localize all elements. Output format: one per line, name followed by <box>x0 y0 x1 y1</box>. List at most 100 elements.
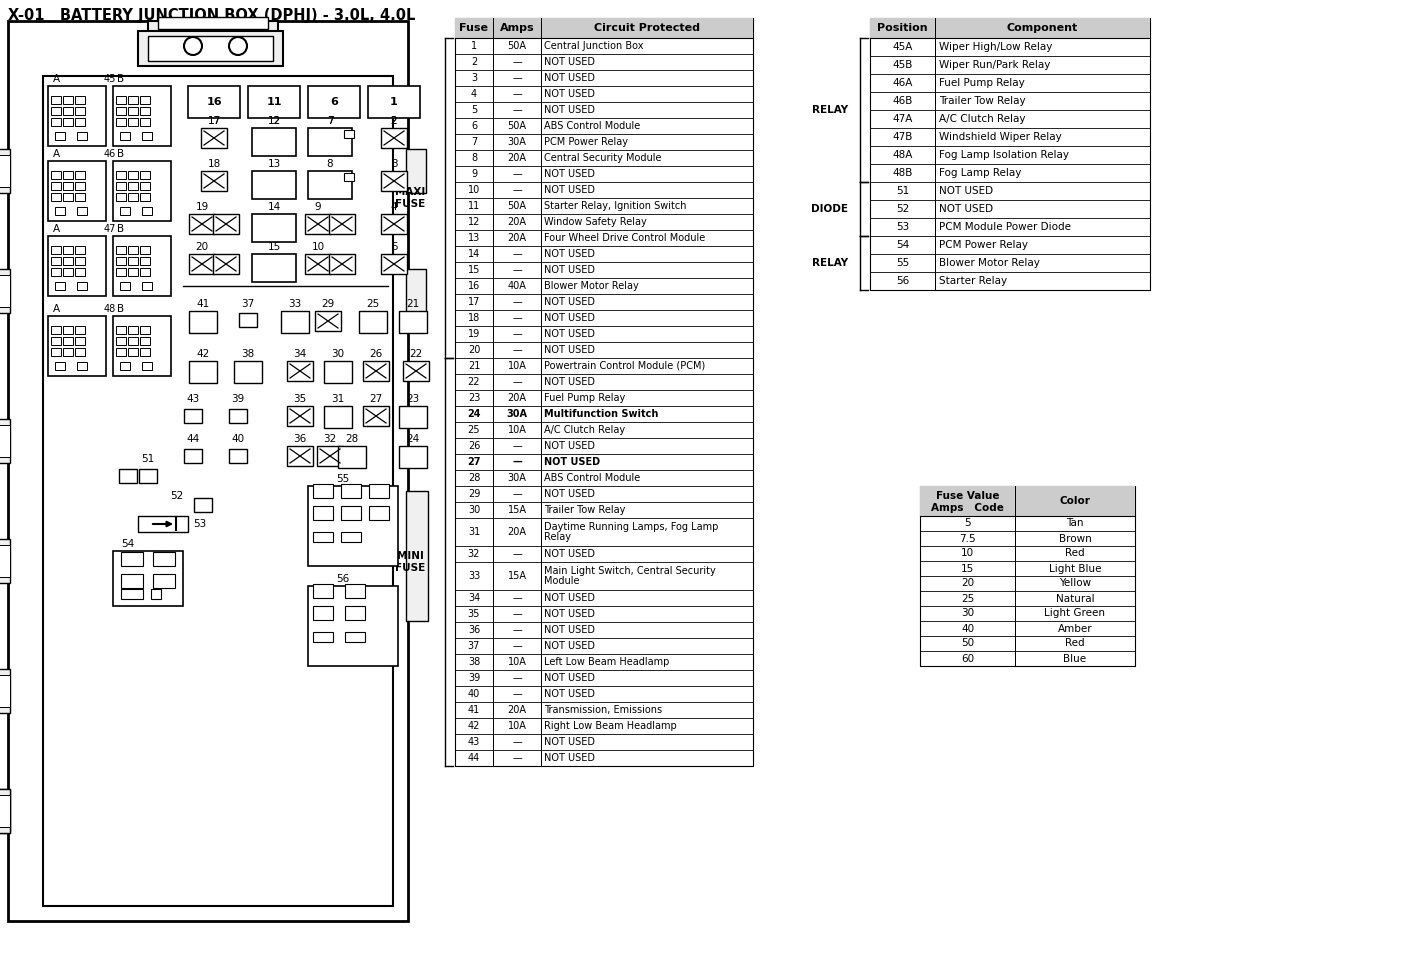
Text: 15A: 15A <box>507 571 527 581</box>
Text: 8: 8 <box>471 153 477 163</box>
Bar <box>399 311 427 333</box>
Bar <box>239 313 256 327</box>
Text: NOT USED: NOT USED <box>544 265 595 275</box>
Bar <box>359 311 387 333</box>
Text: Left Low Beam Headlamp: Left Low Beam Headlamp <box>544 657 669 667</box>
Text: A/C Clutch Relay: A/C Clutch Relay <box>938 114 1025 124</box>
Text: 13: 13 <box>468 233 480 243</box>
Bar <box>325 406 352 428</box>
Text: 16: 16 <box>206 97 222 107</box>
Text: 48B: 48B <box>893 168 913 178</box>
Bar <box>920 486 1135 666</box>
Text: —: — <box>513 737 521 747</box>
Bar <box>184 449 202 463</box>
Text: 37: 37 <box>242 299 255 309</box>
Text: NOT USED: NOT USED <box>544 329 595 339</box>
Bar <box>128 182 138 190</box>
Bar <box>403 361 429 381</box>
Text: PCM Power Relay: PCM Power Relay <box>938 240 1028 250</box>
Bar <box>382 171 407 191</box>
Text: 37: 37 <box>468 641 480 651</box>
Bar <box>0 419 10 463</box>
Text: RELAY: RELAY <box>812 258 849 268</box>
Bar <box>75 348 85 356</box>
Bar <box>305 214 330 234</box>
Text: NOT USED: NOT USED <box>544 457 600 467</box>
Bar <box>234 361 262 383</box>
Bar <box>920 486 1135 516</box>
Bar <box>201 128 226 148</box>
Text: 25: 25 <box>366 299 380 309</box>
Bar <box>75 326 85 334</box>
Bar <box>115 337 125 345</box>
Bar <box>140 337 150 345</box>
Bar <box>382 214 407 234</box>
Text: 40: 40 <box>232 434 245 444</box>
Bar <box>140 171 150 179</box>
Bar <box>329 214 355 234</box>
Text: —: — <box>513 609 521 619</box>
Bar <box>0 269 10 313</box>
Bar <box>63 246 73 254</box>
Text: 29: 29 <box>322 299 335 309</box>
Bar <box>112 236 171 296</box>
Text: 30: 30 <box>468 505 480 515</box>
Bar <box>128 193 138 201</box>
Bar <box>51 193 61 201</box>
Text: NOT USED: NOT USED <box>544 169 595 179</box>
Bar <box>63 326 73 334</box>
Text: A: A <box>53 149 60 159</box>
Text: NOT USED: NOT USED <box>544 737 595 747</box>
Bar <box>189 361 216 383</box>
Bar <box>112 161 171 221</box>
Text: 10A: 10A <box>507 361 527 371</box>
Bar <box>115 171 125 179</box>
Text: 33: 33 <box>289 299 302 309</box>
Bar <box>345 130 355 138</box>
Text: 35: 35 <box>468 609 480 619</box>
Text: 35: 35 <box>293 394 306 404</box>
Text: NOT USED: NOT USED <box>544 377 595 387</box>
Bar <box>0 545 10 577</box>
Text: A: A <box>53 224 60 234</box>
Text: 33: 33 <box>468 571 480 581</box>
Bar <box>318 446 343 466</box>
Bar <box>382 128 407 148</box>
Text: —: — <box>513 313 521 323</box>
Text: 27: 27 <box>369 394 383 404</box>
Text: A/C Clutch Relay: A/C Clutch Relay <box>544 425 625 435</box>
Text: 52: 52 <box>896 204 909 214</box>
Bar <box>140 193 150 201</box>
Bar <box>252 214 296 242</box>
Bar <box>406 269 426 313</box>
Bar <box>288 361 313 381</box>
Text: NOT USED: NOT USED <box>544 57 595 67</box>
Text: 18: 18 <box>208 159 221 169</box>
Text: 52: 52 <box>169 491 184 501</box>
Text: Transmission, Emissions: Transmission, Emissions <box>544 705 662 715</box>
Text: Multifunction Switch: Multifunction Switch <box>544 409 658 419</box>
Bar <box>281 311 309 333</box>
Bar <box>56 207 66 215</box>
Bar <box>77 207 87 215</box>
Bar <box>43 76 393 906</box>
Bar <box>313 584 333 598</box>
Bar <box>0 789 10 833</box>
Bar <box>158 17 268 29</box>
Bar <box>337 446 366 468</box>
Text: ABS Control Module: ABS Control Module <box>544 473 641 483</box>
Bar <box>345 632 365 642</box>
Text: NOT USED: NOT USED <box>544 549 595 559</box>
Bar <box>128 118 138 126</box>
Bar <box>399 446 427 468</box>
Text: 7.5: 7.5 <box>960 534 975 544</box>
Text: 23: 23 <box>406 394 420 404</box>
Text: 50A: 50A <box>507 41 527 51</box>
Bar <box>63 257 73 265</box>
Text: 5: 5 <box>390 242 397 252</box>
Text: 2: 2 <box>390 116 397 126</box>
Text: 20: 20 <box>468 345 480 355</box>
Text: Right Low Beam Headlamp: Right Low Beam Headlamp <box>544 721 676 731</box>
Bar <box>214 254 239 274</box>
Bar <box>340 484 362 498</box>
